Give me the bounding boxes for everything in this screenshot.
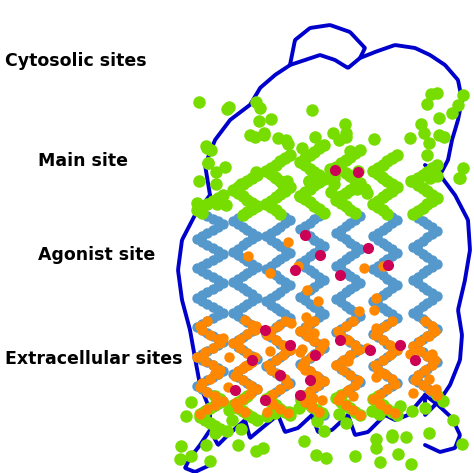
Text: Main site: Main site bbox=[38, 152, 128, 170]
Text: Extracellular sites: Extracellular sites bbox=[5, 350, 182, 368]
Text: Cytosolic sites: Cytosolic sites bbox=[5, 53, 146, 70]
Text: Agonist site: Agonist site bbox=[38, 246, 155, 264]
